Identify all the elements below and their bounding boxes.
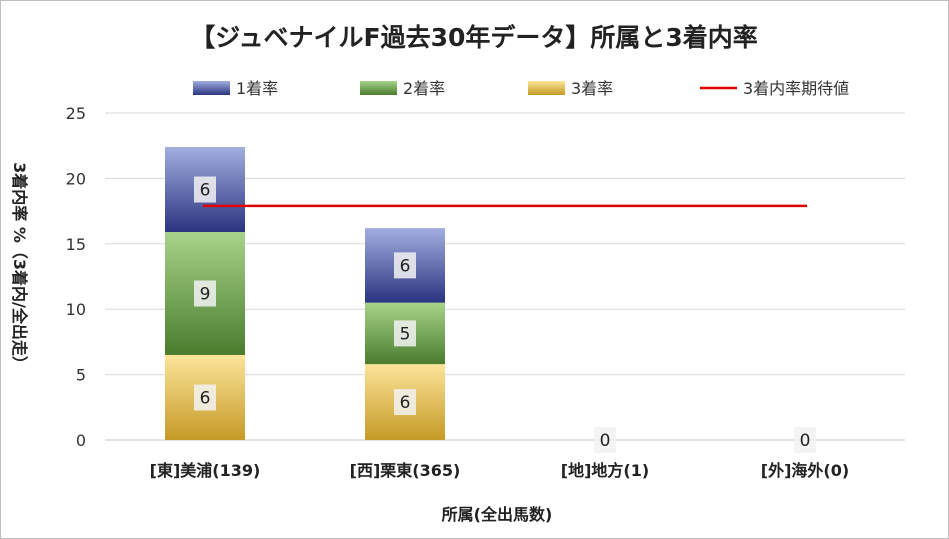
legend-label: 1着率 [236,79,278,98]
data-label: 6 [400,393,411,413]
data-label: 0 [800,431,811,451]
data-label-box [394,389,416,416]
y-tick-label: 15 [66,235,86,254]
data-label: 5 [400,324,411,344]
data-label-box [194,384,216,411]
data-label-box [194,280,216,307]
y-tick-label: 20 [66,169,86,188]
x-category-label: [外]海外(0) [761,461,849,480]
data-label: 6 [400,256,411,276]
x-category-labels: [東]美浦(139) [西]栗東(365) [地]地方(1) [外]海外(0) [150,461,850,480]
data-labels: 6 9 6 6 5 6 0 0 [194,176,816,453]
legend-label: 3着内率期待値 [743,79,849,98]
data-label: 6 [200,388,211,408]
x-category-label: [西]栗東(365) [350,461,461,480]
y-tick-label: 10 [66,300,86,319]
x-category-label: [東]美浦(139) [150,461,261,480]
legend-label: 2着率 [403,79,445,98]
data-label-box [394,320,416,347]
legend-swatch [528,81,565,95]
data-label-box [194,176,216,203]
data-label-box [394,252,416,279]
y-tick-label: 0 [76,431,86,450]
y-tick-label: 25 [66,104,86,123]
data-label: 6 [200,181,211,201]
x-axis-title: 所属(全出馬数) [442,505,553,524]
legend-swatch [360,81,397,95]
legend-label: 3着率 [571,79,613,98]
data-label: 9 [200,285,211,305]
legend: 1着率 2着率 3着率 3着内率期待値 [193,79,849,98]
x-category-label: [地]地方(1) [561,461,649,480]
chart-title: 【ジュベナイルF過去30年データ】所属と3着内率 [190,23,758,52]
data-label-box [594,427,616,453]
data-label: 0 [600,431,611,451]
y-axis-title: 3着内率 %（3着内/全出走） [10,162,29,372]
data-label-box [794,427,816,453]
y-tick-labels: 0 5 10 15 20 25 [66,104,86,450]
y-tick-label: 5 [76,366,86,385]
legend-swatch [193,81,230,95]
